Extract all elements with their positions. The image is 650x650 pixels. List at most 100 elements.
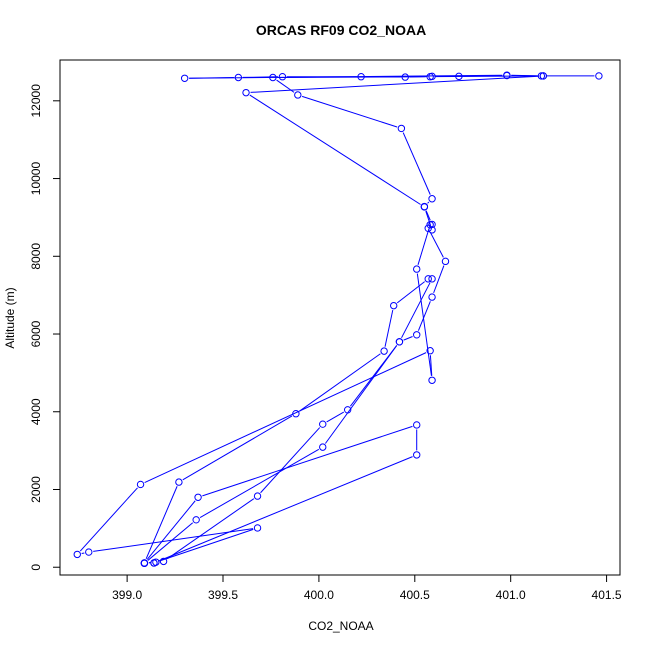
data-point <box>413 331 421 339</box>
series-line-segment <box>157 456 413 562</box>
series-line-segment <box>301 95 398 128</box>
data-point <box>192 516 200 524</box>
data-point <box>424 224 432 232</box>
series-line-segment <box>326 411 345 423</box>
series-line-segment <box>166 498 255 560</box>
data-point <box>420 203 429 211</box>
chart-title: ORCAS RF09 CO2_NOAA <box>256 22 426 38</box>
series-line-segment <box>199 448 320 519</box>
series-line-segment <box>384 309 394 347</box>
y-axis-label: Altitude (m) <box>3 287 17 348</box>
data-layer <box>73 71 603 568</box>
data-point <box>503 71 511 79</box>
y-tick-label: 6000 <box>29 320 43 347</box>
series-line-segment <box>144 352 427 484</box>
data-point <box>428 195 436 203</box>
data-point <box>428 293 436 301</box>
data-point <box>294 91 302 99</box>
data-point <box>455 72 463 81</box>
data-point <box>319 420 327 428</box>
series-line-segment <box>401 282 431 339</box>
series-line-segment <box>417 228 430 265</box>
data-point <box>194 493 202 501</box>
data-point <box>426 347 434 355</box>
y-tick-label: 0 <box>29 564 43 571</box>
series-line-segment <box>434 75 539 78</box>
data-point <box>152 558 160 566</box>
data-point <box>73 550 81 559</box>
series-line-segment <box>402 132 431 195</box>
series-line-segment <box>146 500 196 560</box>
series-line-segment <box>81 552 85 554</box>
data-point <box>85 548 93 556</box>
series-line-segment <box>260 427 321 494</box>
x-tick-label: 400.0 <box>304 588 334 602</box>
data-point <box>413 421 421 429</box>
data-point <box>413 451 421 459</box>
y-tick-label: 10000 <box>29 162 43 196</box>
series-line-segment <box>250 75 539 93</box>
x-axis-label: CO2_NOAA <box>308 619 373 633</box>
data-point <box>357 73 365 81</box>
data-point <box>441 257 450 266</box>
series-line-segment <box>93 528 254 552</box>
data-point <box>180 74 189 82</box>
y-axis: 0 2000 4000 6000 8000 10000 12000 <box>29 84 61 571</box>
data-point <box>380 347 388 355</box>
data-point <box>395 338 404 346</box>
data-point <box>401 73 409 81</box>
data-point <box>428 376 436 384</box>
data-point <box>253 492 262 500</box>
data-point <box>389 301 398 310</box>
series-line-segment <box>202 425 413 497</box>
series-line-segment <box>425 211 432 226</box>
y-tick-label: 2000 <box>29 476 43 503</box>
data-point <box>136 480 145 489</box>
y-tick-label: 4000 <box>29 398 43 425</box>
series-line-segment <box>425 210 431 221</box>
series-line-segment <box>182 415 293 481</box>
data-point <box>595 72 603 80</box>
data-point <box>175 478 183 486</box>
data-point <box>397 124 406 133</box>
x-tick-label: 401.5 <box>592 588 622 602</box>
y-tick-label: 12000 <box>29 84 43 118</box>
series-line-segment <box>433 265 445 294</box>
series-line-segment <box>159 528 254 562</box>
data-point <box>343 406 352 414</box>
x-axis: 399.0 399.5 400.0 400.5 401.0 401.5 <box>112 574 622 602</box>
data-point <box>537 72 546 80</box>
x-tick-label: 399.5 <box>208 588 238 602</box>
series-line-segment <box>79 487 138 552</box>
data-point <box>234 73 243 82</box>
data-point <box>426 73 434 81</box>
y-tick-label: 8000 <box>29 243 43 270</box>
data-point <box>159 557 168 566</box>
x-tick-label: 400.5 <box>400 588 430 602</box>
data-point <box>426 221 434 229</box>
series-line-segment <box>277 76 426 78</box>
x-tick-label: 399.0 <box>112 588 142 602</box>
data-point <box>428 226 436 234</box>
series-line-segment <box>324 345 398 444</box>
data-point <box>292 409 300 418</box>
series-line-segment <box>416 273 432 376</box>
data-point <box>269 73 277 82</box>
data-point <box>140 559 149 567</box>
series-line-segment <box>417 301 431 331</box>
series-line-segment <box>299 353 381 412</box>
series-line-segment <box>403 336 413 341</box>
data-point <box>424 275 432 283</box>
series-line-segment <box>147 522 194 561</box>
data-point <box>319 443 327 451</box>
data-point <box>278 73 287 81</box>
series-line-segment <box>396 281 425 304</box>
data-point <box>413 265 421 273</box>
series-line-segment <box>249 94 421 205</box>
data-point <box>253 524 262 532</box>
series-line-segment <box>429 355 433 376</box>
data-point <box>428 275 436 283</box>
series-line-segment <box>427 201 430 204</box>
